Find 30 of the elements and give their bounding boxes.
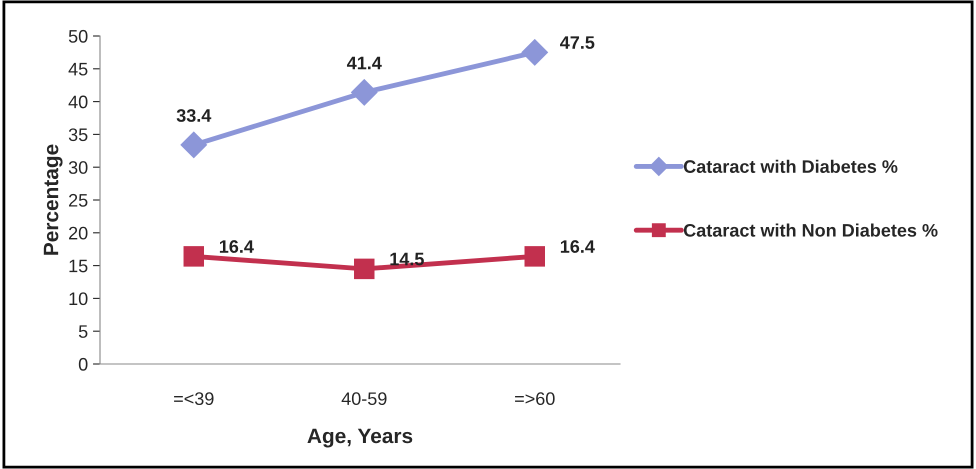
point bbox=[184, 246, 204, 267]
point bbox=[524, 246, 545, 267]
x-tick-label: =>60 bbox=[515, 392, 555, 406]
y-tick-label: 0 bbox=[78, 358, 88, 371]
y-tick-label: 30 bbox=[68, 161, 88, 174]
x-axis-title: Age, Years bbox=[307, 428, 412, 448]
y-tick-label: 45 bbox=[68, 62, 88, 76]
data-label: 41.4 bbox=[346, 56, 382, 70]
y-tick-label: 15 bbox=[69, 260, 88, 272]
point bbox=[521, 39, 548, 66]
point bbox=[180, 132, 208, 158]
point bbox=[350, 79, 378, 106]
y-tick-label: 25 bbox=[69, 194, 88, 207]
y-tick-label: 5 bbox=[78, 325, 88, 338]
data-label: 14.5 bbox=[390, 252, 424, 266]
y-tick-label: 35 bbox=[68, 128, 88, 142]
x-tick-label: 40-59 bbox=[342, 392, 386, 406]
y-tick-label: 40 bbox=[68, 96, 88, 108]
point bbox=[354, 258, 375, 280]
legend-label: Cataract with Non Diabetes % bbox=[684, 223, 938, 237]
data-label: 33.4 bbox=[176, 109, 212, 122]
data-label: 47.5 bbox=[560, 36, 594, 49]
y-tick-label: 20 bbox=[69, 226, 88, 240]
data-label: 16.4 bbox=[220, 240, 254, 253]
y-axis-title: Percentage bbox=[44, 144, 63, 255]
y-tick-label: 50 bbox=[68, 30, 88, 43]
y-tick-label: 10 bbox=[69, 292, 88, 306]
legend-label: Cataract with Diabetes % bbox=[684, 160, 898, 173]
data-label: 16.4 bbox=[560, 240, 595, 253]
x-tick-label: =<39 bbox=[174, 392, 214, 406]
